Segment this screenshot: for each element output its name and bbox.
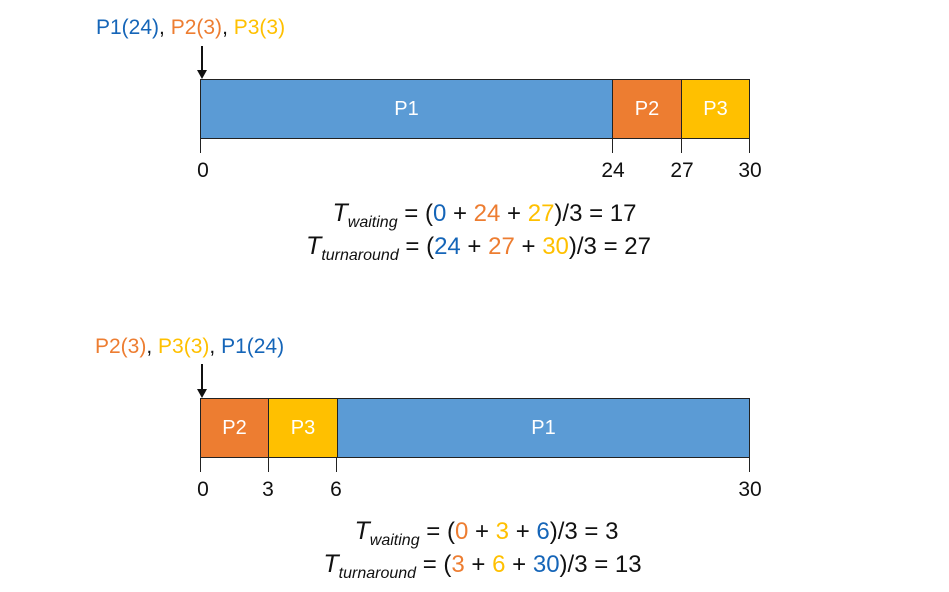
tick [200,458,201,472]
waiting-formula-1: Twaiting = (0 + 24 + 27)/3 = 17 [332,199,637,231]
tick-label: 30 [738,478,762,501]
tick [681,139,682,153]
segment-p2: P2 [201,399,269,457]
arrival-order-1: P1(24), P2(3), P3(3) [96,16,286,39]
tick [268,458,269,472]
order-item: P1(24) [221,335,285,358]
segment-p1: P1 [338,399,749,457]
order-item: P2(3) [95,335,147,358]
segment-p3: P3 [269,399,338,457]
tick-label: 0 [197,159,209,182]
tick [336,458,337,472]
tick-label: 0 [197,478,209,501]
tick-label: 27 [670,159,694,182]
tick-label: 3 [262,478,274,501]
arrival-arrow-2 [201,364,203,390]
order-item: P3(3) [233,16,286,39]
tick-label: 30 [738,159,762,182]
gantt-bar-1: P1 P2 P3 [200,79,750,139]
turnaround-formula-1: Tturnaround = (24 + 27 + 30)/3 = 27 [306,232,651,264]
arrival-order-2: P2(3), P3(3), P1(24) [95,335,285,358]
tick [612,139,613,153]
tick-label: 24 [601,159,625,182]
tick [749,458,750,472]
arrow-head-icon [197,70,207,79]
arrow-head-icon [197,389,207,398]
order-item: P3(3) [158,335,210,358]
tick [200,139,201,153]
segment-p1: P1 [201,80,613,138]
gantt-bar-2: P2 P3 P1 [200,398,750,458]
order-item: P1(24) [96,16,160,39]
arrival-arrow-1 [201,46,203,72]
segment-p3: P3 [682,80,749,138]
waiting-formula-2: Twaiting = (0 + 3 + 6)/3 = 3 [354,517,619,549]
tick [749,139,750,153]
order-item: P2(3) [170,16,223,39]
turnaround-formula-2: Tturnaround = (3 + 6 + 30)/3 = 13 [323,550,642,582]
segment-p2: P2 [613,80,682,138]
tick-label: 6 [330,478,342,501]
